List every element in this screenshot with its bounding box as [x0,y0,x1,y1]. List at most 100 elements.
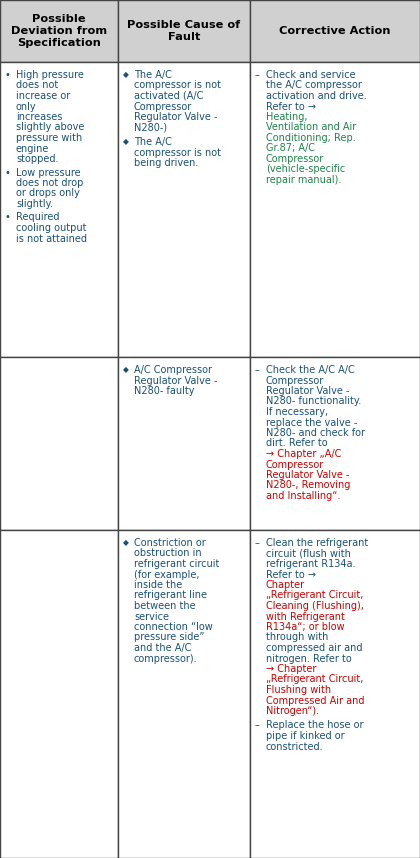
Text: A/C Compressor: A/C Compressor [134,365,212,375]
Bar [118,357,250,530]
Text: Refer to →: Refer to → [266,570,319,579]
Text: Ventilation and Air: Ventilation and Air [266,123,356,132]
Text: only: only [16,101,37,112]
Text: Check and service: Check and service [266,70,356,80]
Text: and the A/C: and the A/C [134,643,192,653]
Text: → Chapter „A/C: → Chapter „A/C [266,449,341,459]
Text: N280-, Removing: N280-, Removing [266,480,350,491]
Text: refrigerant circuit: refrigerant circuit [134,559,219,569]
Text: •: • [5,213,11,222]
Text: dirt. Refer to: dirt. Refer to [266,438,328,449]
Text: Compressor: Compressor [266,154,324,164]
Text: pipe if kinked or: pipe if kinked or [266,731,345,741]
Text: Compressor: Compressor [134,101,192,112]
Bar [250,0,420,62]
Text: repair manual).: repair manual). [266,175,341,185]
Text: Possible Cause of
Fault: Possible Cause of Fault [127,21,241,42]
Text: Flushing with: Flushing with [266,685,331,695]
Text: Regulator Valve -: Regulator Valve - [266,386,349,396]
Text: •: • [5,167,11,178]
Text: Replace the hose or: Replace the hose or [266,721,363,730]
Text: Compressed Air and: Compressed Air and [266,696,365,705]
Text: (vehicle-specific: (vehicle-specific [266,165,345,174]
Text: Chapter: Chapter [266,580,305,590]
Text: compressor is not: compressor is not [134,81,221,90]
Text: Clean the refrigerant: Clean the refrigerant [266,538,368,548]
Text: increase or: increase or [16,91,70,101]
Text: does not: does not [16,81,58,90]
Text: constricted.: constricted. [266,741,324,752]
Text: The A/C: The A/C [134,70,172,80]
Bar [250,357,420,530]
Text: with Refrigerant: with Refrigerant [266,612,345,621]
Text: activation and drive.: activation and drive. [266,91,367,101]
Text: ◆: ◆ [123,137,129,146]
Text: and Installing“.: and Installing“. [266,491,340,501]
Bar [0,357,118,530]
Text: N280-): N280-) [134,123,167,132]
Text: or drops only: or drops only [16,189,80,198]
Text: Possible
Deviation from
Specification: Possible Deviation from Specification [11,15,107,47]
Text: High pressure: High pressure [16,70,84,80]
Text: Required: Required [16,213,60,222]
Text: pressure with: pressure with [16,133,82,143]
Text: slightly above: slightly above [16,123,84,132]
Text: activated (A/C: activated (A/C [134,91,203,101]
Text: through with: through with [266,632,328,643]
Text: Nitrogen“).: Nitrogen“). [266,706,319,716]
Text: circuit (flush with: circuit (flush with [266,548,351,559]
Text: Constriction or: Constriction or [134,538,206,548]
Text: cooling output: cooling output [16,223,87,233]
Text: N280- and check for: N280- and check for [266,428,365,438]
Text: Cleaning (Flushing),: Cleaning (Flushing), [266,601,364,611]
Text: (for example,: (for example, [134,570,199,579]
Text: Compressor: Compressor [266,460,324,469]
Text: Gr.87; A/C: Gr.87; A/C [266,143,315,154]
Text: R134a“; or blow: R134a“; or blow [266,622,345,632]
Text: „Refrigerant Circuit,: „Refrigerant Circuit, [266,674,363,685]
Text: Low pressure: Low pressure [16,167,81,178]
Text: –: – [255,721,260,730]
Text: service: service [134,612,169,621]
Text: Compressor: Compressor [266,376,324,385]
Text: Regulator Valve -: Regulator Valve - [266,470,349,480]
Text: nitrogen. Refer to: nitrogen. Refer to [266,654,352,663]
Text: refrigerant line: refrigerant line [134,590,207,601]
Text: Regulator Valve -: Regulator Valve - [134,376,218,385]
Text: ◆: ◆ [123,70,129,79]
Text: Corrective Action: Corrective Action [279,26,391,36]
Bar [118,62,250,357]
Text: Heating,: Heating, [266,112,307,122]
Text: Refer to →: Refer to → [266,101,319,112]
Text: compressor).: compressor). [134,654,198,663]
Bar [0,62,118,357]
Text: slightly.: slightly. [16,199,53,209]
Bar [0,0,118,62]
Text: ◆: ◆ [123,365,129,374]
Text: ◆: ◆ [123,538,129,547]
Text: „Refrigerant Circuit,: „Refrigerant Circuit, [266,590,363,601]
Text: being driven.: being driven. [134,158,198,168]
Text: does not drop: does not drop [16,178,84,188]
Text: Check the A/C A/C: Check the A/C A/C [266,365,355,375]
Text: –: – [255,70,260,80]
Text: N280- faulty: N280- faulty [134,386,194,396]
Text: is not attained: is not attained [16,233,87,244]
Text: inside the: inside the [134,580,182,590]
Text: engine: engine [16,143,50,154]
Text: pressure side”: pressure side” [134,632,205,643]
Text: replace the valve -: replace the valve - [266,418,357,427]
Text: –: – [255,538,260,548]
Text: –: – [255,365,260,375]
Text: stopped.: stopped. [16,154,58,164]
Text: obstruction in: obstruction in [134,548,202,559]
Bar [250,62,420,357]
Text: → Chapter: → Chapter [266,664,316,674]
Text: compressor is not: compressor is not [134,148,221,158]
Text: N280- functionality.: N280- functionality. [266,396,361,407]
Text: If necessary,: If necessary, [266,407,328,417]
Text: Regulator Valve -: Regulator Valve - [134,112,218,122]
Text: the A/C compressor: the A/C compressor [266,81,362,90]
Bar [0,530,118,858]
Text: •: • [5,70,11,80]
